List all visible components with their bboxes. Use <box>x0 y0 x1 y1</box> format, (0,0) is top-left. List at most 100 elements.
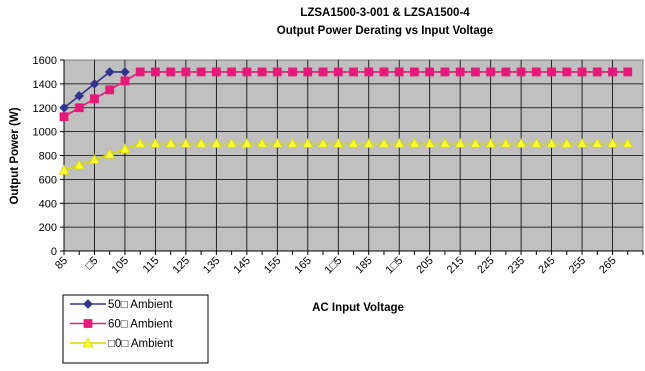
data-point <box>501 67 511 77</box>
data-point <box>486 67 496 77</box>
series-layer <box>58 67 634 175</box>
data-point <box>425 67 435 77</box>
y-tick-label: 200 <box>39 222 57 234</box>
legend-label: □0□ Ambient <box>108 338 174 350</box>
data-point <box>394 67 404 77</box>
data-point <box>120 76 130 86</box>
x-axis-title: AC Input Voltage <box>312 302 404 314</box>
data-point <box>576 137 588 148</box>
data-point <box>622 137 634 148</box>
y-tick-label: 1200 <box>33 103 57 115</box>
x-tick-label: 255 <box>567 255 588 276</box>
x-tick-label: □5 <box>83 255 101 273</box>
data-point <box>119 143 131 154</box>
data-point <box>515 137 527 148</box>
data-point <box>226 137 238 148</box>
data-point <box>74 91 85 101</box>
data-point <box>469 137 481 148</box>
data-point <box>272 67 282 77</box>
y-tick-label: 600 <box>39 174 57 186</box>
data-point <box>135 67 145 77</box>
data-point <box>546 137 558 148</box>
data-point <box>211 67 221 77</box>
x-tick-label: 215 <box>445 255 466 276</box>
x-tick-label: 165 <box>292 255 313 276</box>
series-1 <box>59 67 130 113</box>
legend-label: 60□ Ambient <box>108 319 173 331</box>
data-point <box>348 137 359 148</box>
data-point <box>410 67 419 77</box>
data-point <box>379 67 389 77</box>
data-point <box>166 67 176 77</box>
data-point <box>210 137 222 148</box>
data-point <box>59 112 69 122</box>
legend-marker <box>83 319 93 328</box>
data-point <box>74 103 84 113</box>
data-point <box>73 159 85 170</box>
data-point <box>89 79 100 89</box>
x-tick-label: 245 <box>536 255 557 276</box>
data-point <box>500 137 512 148</box>
data-point <box>288 67 297 77</box>
x-tick-label: 155 <box>262 255 283 276</box>
data-point <box>318 67 328 77</box>
x-tick-label: 185 <box>353 255 374 276</box>
data-point <box>531 67 541 77</box>
data-point <box>577 67 587 77</box>
data-point <box>607 137 619 148</box>
data-point <box>562 67 572 77</box>
y-tick-label: 1400 <box>33 79 57 91</box>
y-tick-label: 400 <box>39 198 57 210</box>
series-3 <box>58 137 634 175</box>
x-tick-label: 125 <box>171 255 192 276</box>
data-point <box>378 137 390 148</box>
series-2 <box>59 67 633 122</box>
data-point <box>424 137 436 148</box>
x-tick-label: 135 <box>201 255 222 276</box>
data-point <box>59 102 69 113</box>
legend: 50□ Ambient 60□ Ambient □0□ Ambient <box>62 294 209 364</box>
legend-marker <box>83 299 93 309</box>
data-point <box>485 137 497 148</box>
x-tick-label: 225 <box>475 255 496 276</box>
y-axis-title: Output Power (W) <box>9 107 21 204</box>
data-point <box>58 164 70 175</box>
data-point <box>516 67 526 77</box>
data-point <box>547 67 556 77</box>
x-tick-label: 1□5 <box>323 255 345 277</box>
data-point <box>439 137 451 148</box>
data-point <box>349 67 358 77</box>
data-point <box>363 137 375 148</box>
data-point <box>623 67 633 77</box>
chart-title: LZSA1500-3-001 & LZSA1500-4 <box>300 7 470 19</box>
data-point <box>287 137 299 148</box>
data-point <box>104 148 116 159</box>
data-point <box>256 137 268 148</box>
data-point <box>181 67 191 77</box>
data-point <box>455 67 465 77</box>
data-point <box>165 137 177 148</box>
data-point <box>333 67 343 77</box>
data-point <box>393 137 405 148</box>
data-point <box>332 137 344 148</box>
data-point <box>196 67 206 77</box>
chart-subtitle: Output Power Derating vs Input Voltage <box>277 25 493 37</box>
data-point <box>257 67 267 77</box>
data-point <box>227 67 237 77</box>
data-point <box>105 85 115 95</box>
data-point <box>364 67 374 77</box>
data-point <box>151 67 160 77</box>
legend-label: 50□ Ambient <box>108 299 173 311</box>
data-point <box>470 67 480 77</box>
data-point <box>180 137 192 148</box>
data-point <box>302 137 314 148</box>
data-point <box>104 67 115 77</box>
data-point <box>149 137 161 148</box>
data-point <box>271 137 283 148</box>
data-point <box>195 137 207 148</box>
y-tick-label: 800 <box>39 151 57 163</box>
legend-marker <box>82 337 94 348</box>
data-point <box>88 154 100 164</box>
